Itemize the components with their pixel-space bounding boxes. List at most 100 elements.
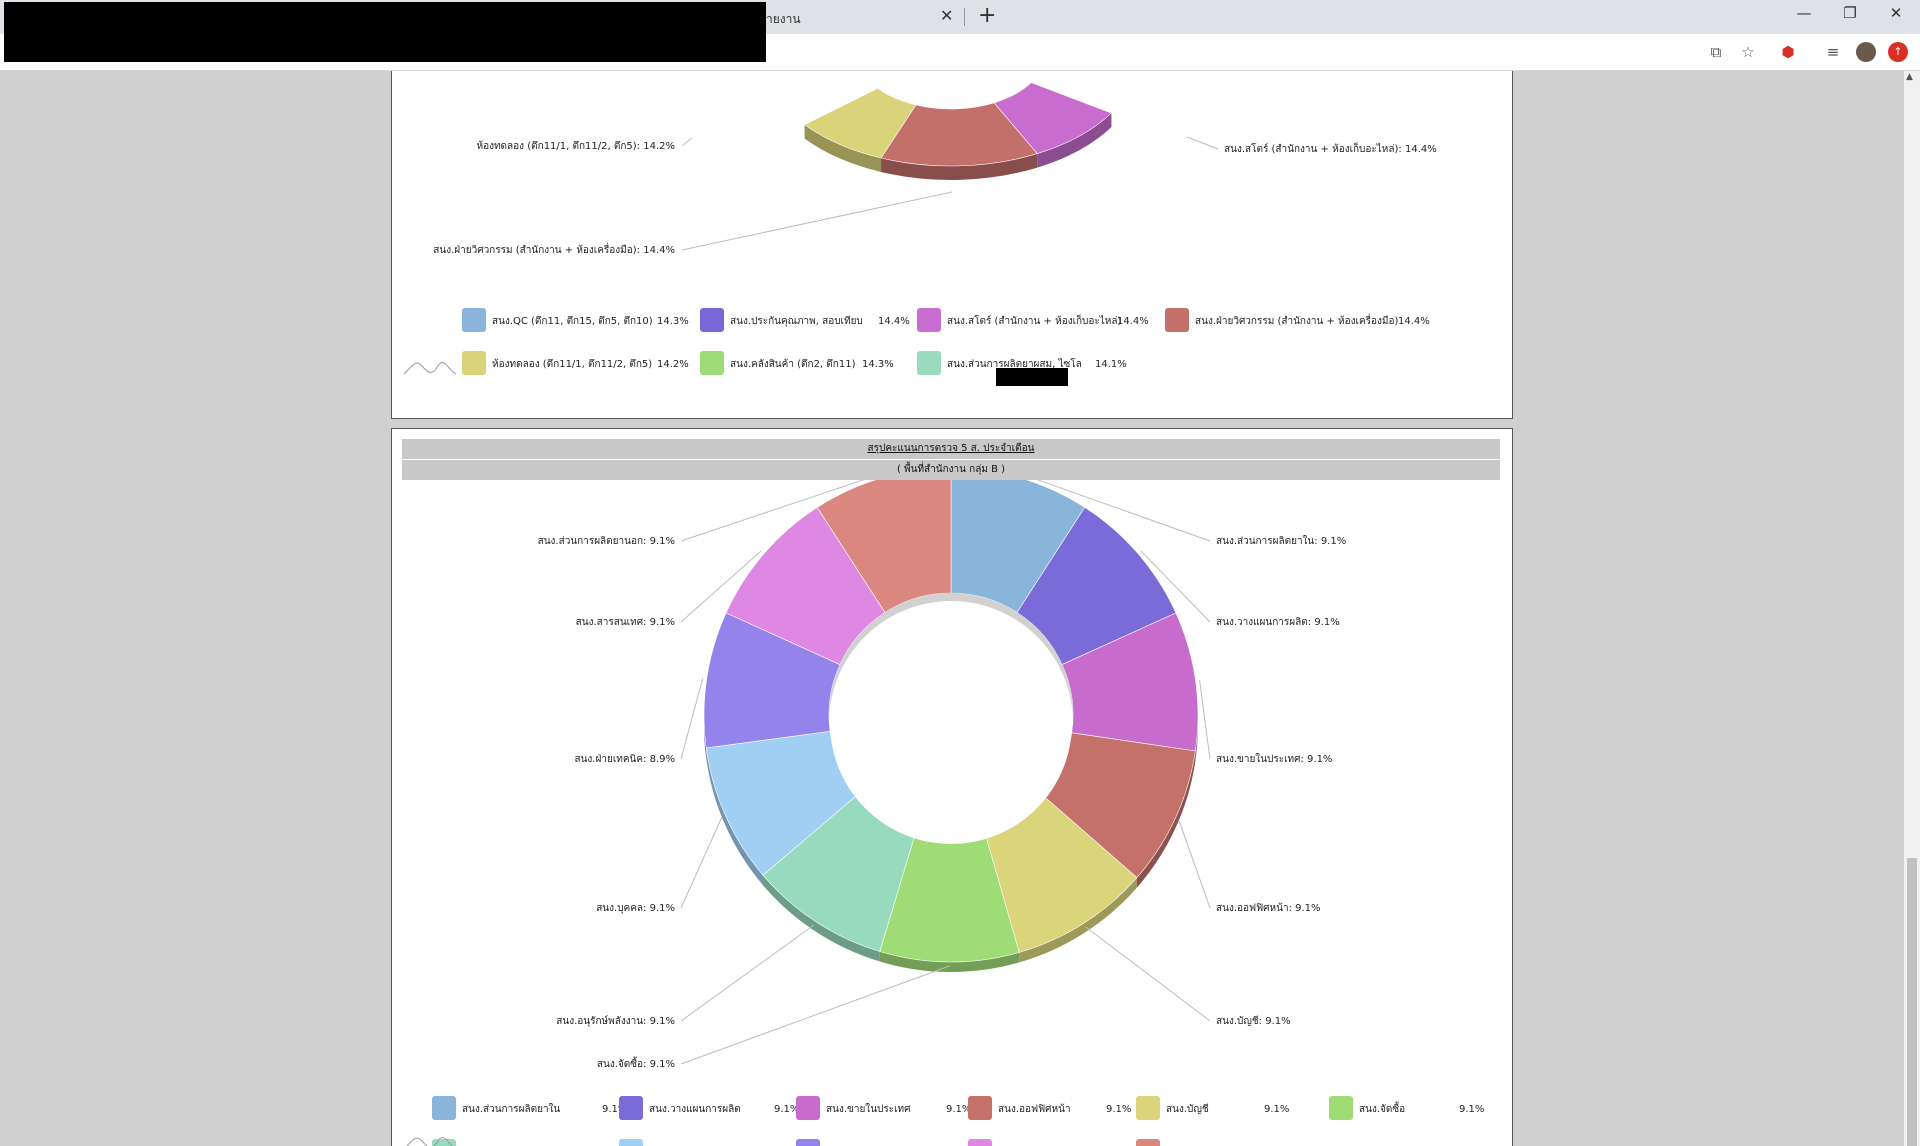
page-content: สนง.สโตร์ (สำนักงาน + ห้องเก็บอะไหล่): 1…	[0, 71, 1904, 1146]
callout-label-5: สนง.บัญชี: 9.1%	[1216, 1015, 1291, 1027]
new-tab-icon[interactable]: +	[978, 3, 997, 28]
legend1-label-7: สนง.ส่วนการผลิตยาผสม, ไซโล	[947, 357, 1082, 370]
donut1-slice-lab	[804, 87, 917, 159]
legend-label-4: สนง.ออฟฟิศหน้า	[998, 1103, 1071, 1115]
sparkline-icon	[406, 1136, 453, 1146]
legend1-swatch-1	[462, 308, 486, 332]
callout-line-8	[680, 817, 723, 909]
extension-icon[interactable]: ⬢	[1781, 43, 1795, 61]
donut-side-3	[1195, 715, 1198, 761]
legend1-label-6: สนง.คลังสินค้า (ตึก2, ตึก11)	[730, 358, 856, 370]
donut-side-5	[1019, 877, 1137, 963]
playlist-icon[interactable]: ≡	[1826, 43, 1840, 61]
callout-line-1	[1021, 473, 1211, 542]
callout-label-lab: ห้องทดลอง (ตึก11/1, ตึก11/2, ตึก5): 14.2…	[476, 140, 675, 152]
callout-line-4	[1178, 820, 1211, 909]
legend1-label-5: ห้องทดลอง (ตึก11/1, ตึก11/2, ตึก5)	[492, 358, 652, 370]
legend-swatch-9	[796, 1139, 820, 1146]
minimize-icon[interactable]: —	[1796, 4, 1812, 22]
legend1-label-1: สนง.QC (ตึก11, ตึก15, ตึก5, ตึก10)	[492, 315, 653, 327]
callout-line-3	[1199, 679, 1211, 760]
callout-line-2	[1140, 550, 1211, 623]
donut1-slice-engineering	[880, 102, 1038, 167]
scroll-up-arrow-icon[interactable]: ▲	[1906, 72, 1913, 82]
legend1-swatch-3	[917, 308, 941, 332]
update-icon[interactable]: ↑	[1888, 42, 1908, 62]
callout-line-11	[680, 473, 881, 542]
callout-label-4: สนง.ออฟฟิศหน้า: 9.1%	[1216, 902, 1321, 914]
legend1-swatch-4	[1165, 308, 1189, 332]
close-tab-icon[interactable]: ✕	[940, 6, 954, 25]
donut-side-6	[879, 951, 1020, 972]
translate-icon[interactable]: ⧉	[1710, 43, 1722, 61]
tab-title[interactable]: ายงาน	[766, 12, 801, 26]
callout-line-6	[680, 965, 950, 1065]
legend-value-3: 9.1%	[946, 1104, 971, 1115]
star-icon[interactable]: ☆	[1741, 43, 1755, 61]
callout-line-5	[1085, 926, 1211, 1022]
legend-swatch-10	[968, 1139, 992, 1146]
donut-side-9	[704, 715, 707, 758]
legend-swatch-8	[619, 1139, 643, 1146]
legend1-value-5: 14.2%	[657, 359, 689, 370]
callout-line-lab	[681, 137, 693, 147]
donut1-slice-lab-side	[804, 124, 882, 172]
chart-panel-1: สนง.สโตร์ (สำนักงาน + ห้องเก็บอะไหล่): 1…	[391, 71, 1513, 419]
legend1-swatch-6	[700, 351, 724, 375]
chart-subtitle: ( พื้นที่สำนักงาน กลุ่ม B )	[402, 460, 1500, 480]
legend1-value-6: 14.3%	[862, 359, 894, 370]
legend-swatch-6	[1329, 1096, 1353, 1120]
callout-label-engineering: สนง.ฝ่ายวิศวกรรม (สำนักงาน + ห้องเครื่อง…	[433, 242, 675, 256]
callout-line-10	[680, 550, 762, 623]
legend-swatch-5	[1136, 1096, 1160, 1120]
legend1-value-3: 14.4%	[1117, 316, 1149, 327]
tab-divider	[964, 8, 965, 26]
callout-line-store	[1186, 136, 1219, 150]
callout-label-8: สนง.บุคคล: 9.1%	[596, 903, 675, 914]
chart-title: สรุปคะแนนการตรวจ 5 ส. ประจำเดือน	[402, 439, 1500, 459]
legend-swatch-11	[1136, 1139, 1160, 1146]
callout-label-store: สนง.สโตร์ (สำนักงาน + ห้องเก็บอะไหล่): 1…	[1224, 141, 1437, 155]
restore-icon[interactable]: ❐	[1843, 4, 1857, 22]
redacted-month	[996, 368, 1068, 386]
legend1-value-2: 14.4%	[878, 316, 910, 327]
avatar[interactable]	[1856, 42, 1876, 62]
legend1-value-1: 14.3%	[657, 316, 689, 327]
donut1-slice-store	[993, 82, 1112, 154]
callout-line-7	[680, 924, 815, 1022]
legend-swatch-2	[619, 1096, 643, 1120]
donut-chart-2: สนง.ส่วนการผลิตยาใน: 9.1% สนง.วางแผนการผล…	[406, 467, 1484, 1146]
donut-chart-1: สนง.สโตร์ (สำนักงาน + ห้องเก็บอะไหล่): 1…	[403, 82, 1437, 375]
donut-side-8	[706, 747, 764, 886]
legend1-value-7: 14.1%	[1095, 359, 1127, 370]
legend-label-1: สนง.ส่วนการผลิตยาใน	[462, 1103, 560, 1115]
callout-line-9	[680, 678, 704, 760]
legend-value-5: 9.1%	[1264, 1104, 1289, 1115]
callout-label-6: สนง.จัดซื้อ: 9.1%	[597, 1056, 675, 1070]
redacted-area	[4, 2, 766, 62]
legend1-swatch-2	[700, 308, 724, 332]
legend-value-1: 9.1%	[602, 1104, 627, 1115]
window-close-icon[interactable]: ✕	[1889, 4, 1903, 22]
scrollbar-thumb[interactable]	[1907, 858, 1917, 1146]
callout-label-3: สนง.ขายในประเทศ: 9.1%	[1216, 753, 1332, 765]
callout-line-engineering	[681, 191, 953, 251]
donut1-slice-engineering-side	[881, 153, 1038, 180]
legend-label-6: สนง.จัดซื้อ	[1359, 1101, 1405, 1115]
legend1-label-2: สนง.ประกันคุณภาพ, สอบเทียบ	[730, 315, 863, 327]
legend1-swatch-7	[917, 351, 941, 375]
legend1-label-3: สนง.สโตร์ (สำนักงาน + ห้องเก็บอะไหล่)	[947, 313, 1122, 327]
legend-label-3: สนง.ขายในประเทศ	[826, 1103, 911, 1115]
legend1-value-4: 14.4%	[1398, 316, 1430, 327]
legend-swatch-3	[796, 1096, 820, 1120]
legend1-swatch-5	[462, 351, 486, 375]
legend1-label-4: สนง.ฝ่ายวิศวกรรม (สำนักงาน + ห้องเครื่อง…	[1195, 313, 1399, 327]
donut-side-4	[1136, 750, 1196, 888]
legend-label-5: สนง.บัญชี	[1166, 1103, 1209, 1115]
donut-side-7	[763, 875, 880, 962]
legend-swatch-1	[432, 1096, 456, 1120]
donut-hole	[830, 602, 1072, 844]
donut1-slice-store-side	[1037, 113, 1112, 168]
callout-label-7: สนง.อนุรักษ์พลังงาน: 9.1%	[556, 1015, 675, 1027]
legend-value-6: 9.1%	[1459, 1104, 1484, 1115]
